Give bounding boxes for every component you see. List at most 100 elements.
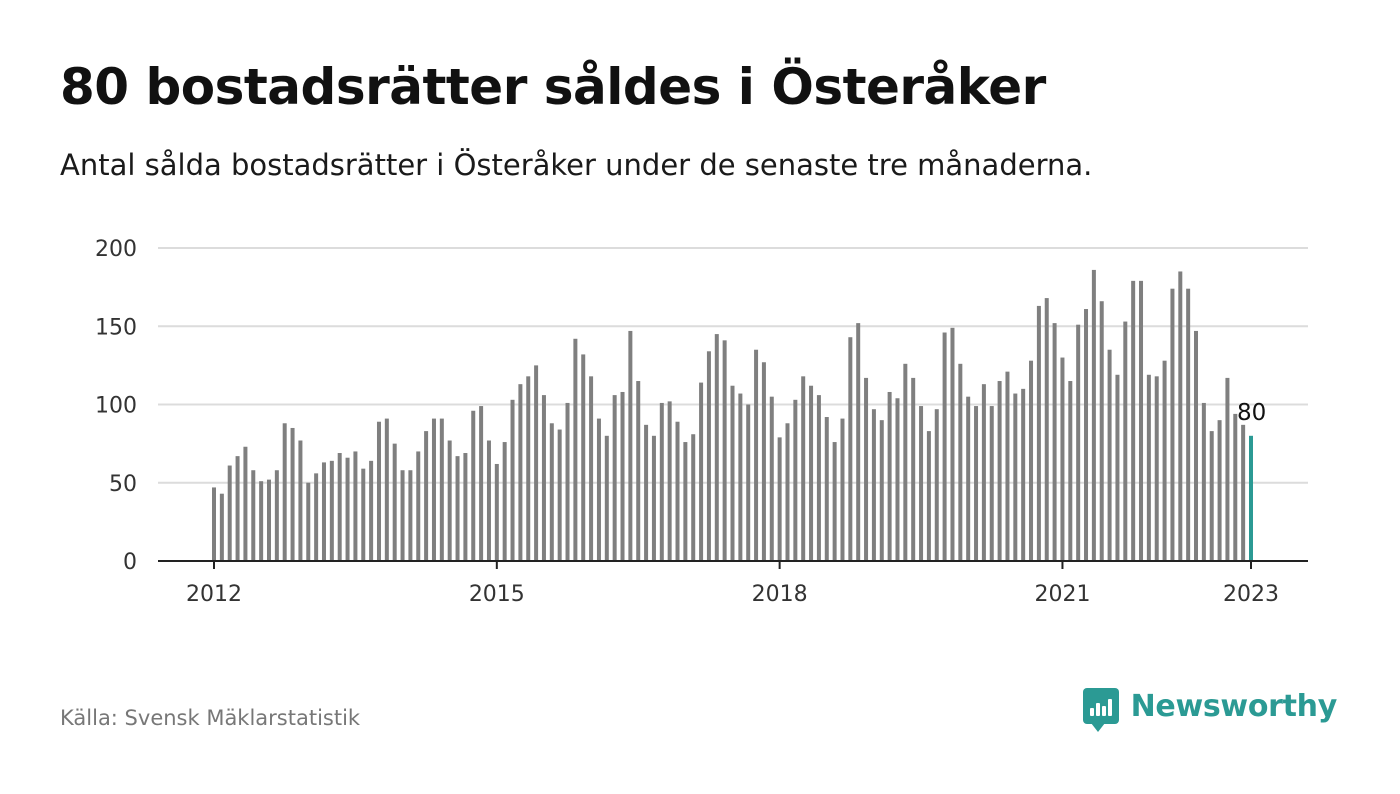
bar <box>1233 413 1238 561</box>
x-tick-label: 2015 <box>469 582 525 607</box>
bar <box>683 442 688 561</box>
bar <box>392 443 397 562</box>
bars <box>212 269 1253 562</box>
bar <box>989 406 994 561</box>
bar <box>1084 309 1089 561</box>
bar <box>1091 269 1096 561</box>
bar <box>298 440 303 561</box>
bar <box>816 395 821 561</box>
bar <box>384 418 389 561</box>
bar <box>1170 288 1175 561</box>
bar <box>691 434 696 561</box>
bar <box>314 473 319 561</box>
bar <box>243 446 248 561</box>
bar <box>714 334 719 561</box>
bar <box>738 393 743 561</box>
brand-name: Newsworthy <box>1130 688 1338 724</box>
bar <box>1178 271 1183 561</box>
chart-subtitle: Antal sålda bostadsrätter i Österåker un… <box>60 148 1093 182</box>
bar <box>266 479 271 561</box>
bar <box>1225 377 1230 561</box>
bar-chart-speech-bubble-icon <box>1082 688 1119 732</box>
y-tick-label: 50 <box>109 472 137 497</box>
bar <box>306 482 311 561</box>
bar <box>369 460 374 561</box>
bar <box>824 417 829 561</box>
bar <box>730 385 735 561</box>
bar <box>1029 360 1034 561</box>
bar <box>557 429 562 561</box>
bar <box>785 423 790 561</box>
bar <box>903 363 908 561</box>
bar <box>1099 301 1104 561</box>
bar <box>1186 288 1191 561</box>
bar <box>479 406 484 561</box>
bar <box>604 435 609 561</box>
bar <box>455 456 460 561</box>
x-tick-label: 2021 <box>1034 582 1090 607</box>
bar <box>809 385 814 561</box>
bar <box>259 481 264 561</box>
bar <box>628 330 633 561</box>
bar <box>1241 424 1246 561</box>
bar <box>416 451 421 561</box>
bar <box>510 399 515 561</box>
bar <box>848 337 853 561</box>
bar <box>934 409 939 561</box>
bar <box>439 418 444 561</box>
bar <box>1115 374 1120 561</box>
bar <box>376 421 381 561</box>
x-tick-label: 2018 <box>752 582 808 607</box>
bar <box>337 453 342 561</box>
bar <box>1209 431 1214 561</box>
bar <box>463 453 468 561</box>
bar <box>447 440 452 561</box>
bar <box>793 399 798 561</box>
bar <box>219 493 224 561</box>
bar <box>361 468 366 561</box>
bar-latest <box>1249 435 1253 561</box>
bar <box>950 327 955 561</box>
bar <box>518 384 523 561</box>
bar <box>502 442 507 561</box>
x-tick-label: 2023 <box>1223 582 1279 607</box>
bar <box>651 435 656 561</box>
bar <box>329 460 334 561</box>
bar <box>997 381 1002 561</box>
bar <box>974 406 979 561</box>
y-tick-label: 0 <box>123 550 137 575</box>
bar <box>274 470 279 561</box>
bar <box>494 463 499 561</box>
bar <box>541 395 546 561</box>
bar <box>400 470 405 561</box>
bar <box>251 470 256 561</box>
bar <box>1194 330 1199 561</box>
bar <box>345 457 350 561</box>
bar <box>1044 298 1049 561</box>
brand-logo[interactable]: Newsworthy <box>1082 688 1338 732</box>
bar <box>644 424 649 561</box>
bar <box>526 376 531 561</box>
bar <box>769 396 774 561</box>
bar <box>981 384 986 561</box>
bar <box>1060 357 1065 561</box>
bar <box>431 418 436 561</box>
bar <box>879 420 884 561</box>
bar <box>1139 280 1144 561</box>
bar <box>761 362 766 561</box>
bar <box>549 423 554 561</box>
bar <box>706 351 711 561</box>
bar <box>1131 280 1136 561</box>
bar <box>699 382 704 561</box>
bar <box>620 391 625 561</box>
bar <box>895 398 900 561</box>
y-tick-label: 150 <box>95 315 137 340</box>
bar <box>1201 402 1206 561</box>
bar <box>1076 324 1081 561</box>
bar <box>1123 321 1128 561</box>
bar-chart: 0 50 100 150 200 2012 2015 2018 2021 2023 80 <box>95 237 1308 607</box>
chart-title: 80 bostadsrätter såldes i Österåker <box>60 58 1046 116</box>
bar <box>926 431 931 561</box>
bar <box>1013 393 1018 561</box>
bar <box>777 437 782 561</box>
